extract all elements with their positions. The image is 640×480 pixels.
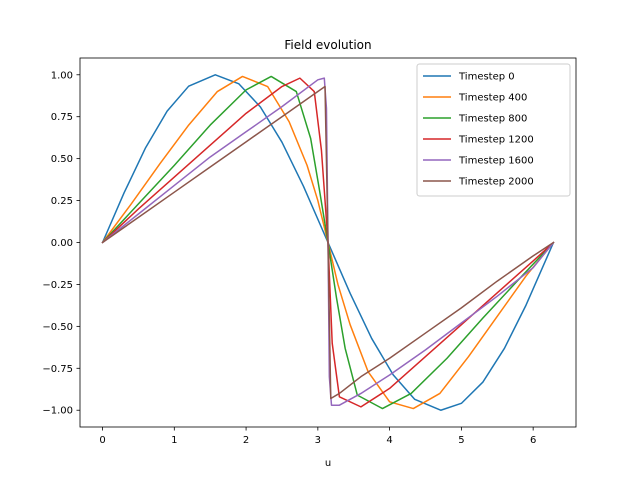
legend: Timestep 0 Timestep 400 Timestep 800 Timest… [416, 63, 571, 197]
legend-label-3: Timestep 1200 [458, 135, 534, 146]
y-tick-label: 0.00 [51, 238, 73, 249]
legend-label-4: Timestep 1600 [458, 156, 534, 167]
x-tick-label: 4 [386, 435, 392, 446]
y-tick-label: 1.00 [51, 70, 73, 81]
y-tick-label: 0.25 [51, 196, 73, 207]
y-tick-label: −0.50 [42, 322, 73, 333]
y-tick-label: −0.75 [42, 364, 73, 375]
series-line-5 [101, 85, 555, 400]
y-tick-label: −0.25 [42, 280, 73, 291]
x-tick-label: 6 [530, 435, 536, 446]
y-tick-label: 0.75 [51, 112, 73, 123]
y-tick-label: −1.00 [42, 406, 73, 417]
x-tick-label: 5 [458, 435, 464, 446]
legend-box [416, 63, 571, 197]
series-layer [101, 74, 555, 411]
legend-label-5: Timestep 2000 [458, 177, 534, 188]
legend-label-1: Timestep 400 [458, 93, 527, 104]
x-axis-label: u [325, 458, 331, 469]
x-tick-label: 3 [315, 435, 321, 446]
axes-layer: 0 1 2 3 4 5 6 1.00 0.75 0.50 0.25 0.00 −0.25 −0.50 −0.… [42, 70, 536, 446]
chart-title: Field evolution [284, 38, 371, 52]
x-tick-label: 2 [243, 435, 249, 446]
x-tick-label: 0 [99, 435, 105, 446]
legend-label-2: Timestep 800 [458, 114, 527, 125]
x-tick-label: 1 [171, 435, 177, 446]
y-tick-label: 0.50 [51, 154, 73, 165]
legend-label-0: Timestep 0 [458, 72, 515, 83]
